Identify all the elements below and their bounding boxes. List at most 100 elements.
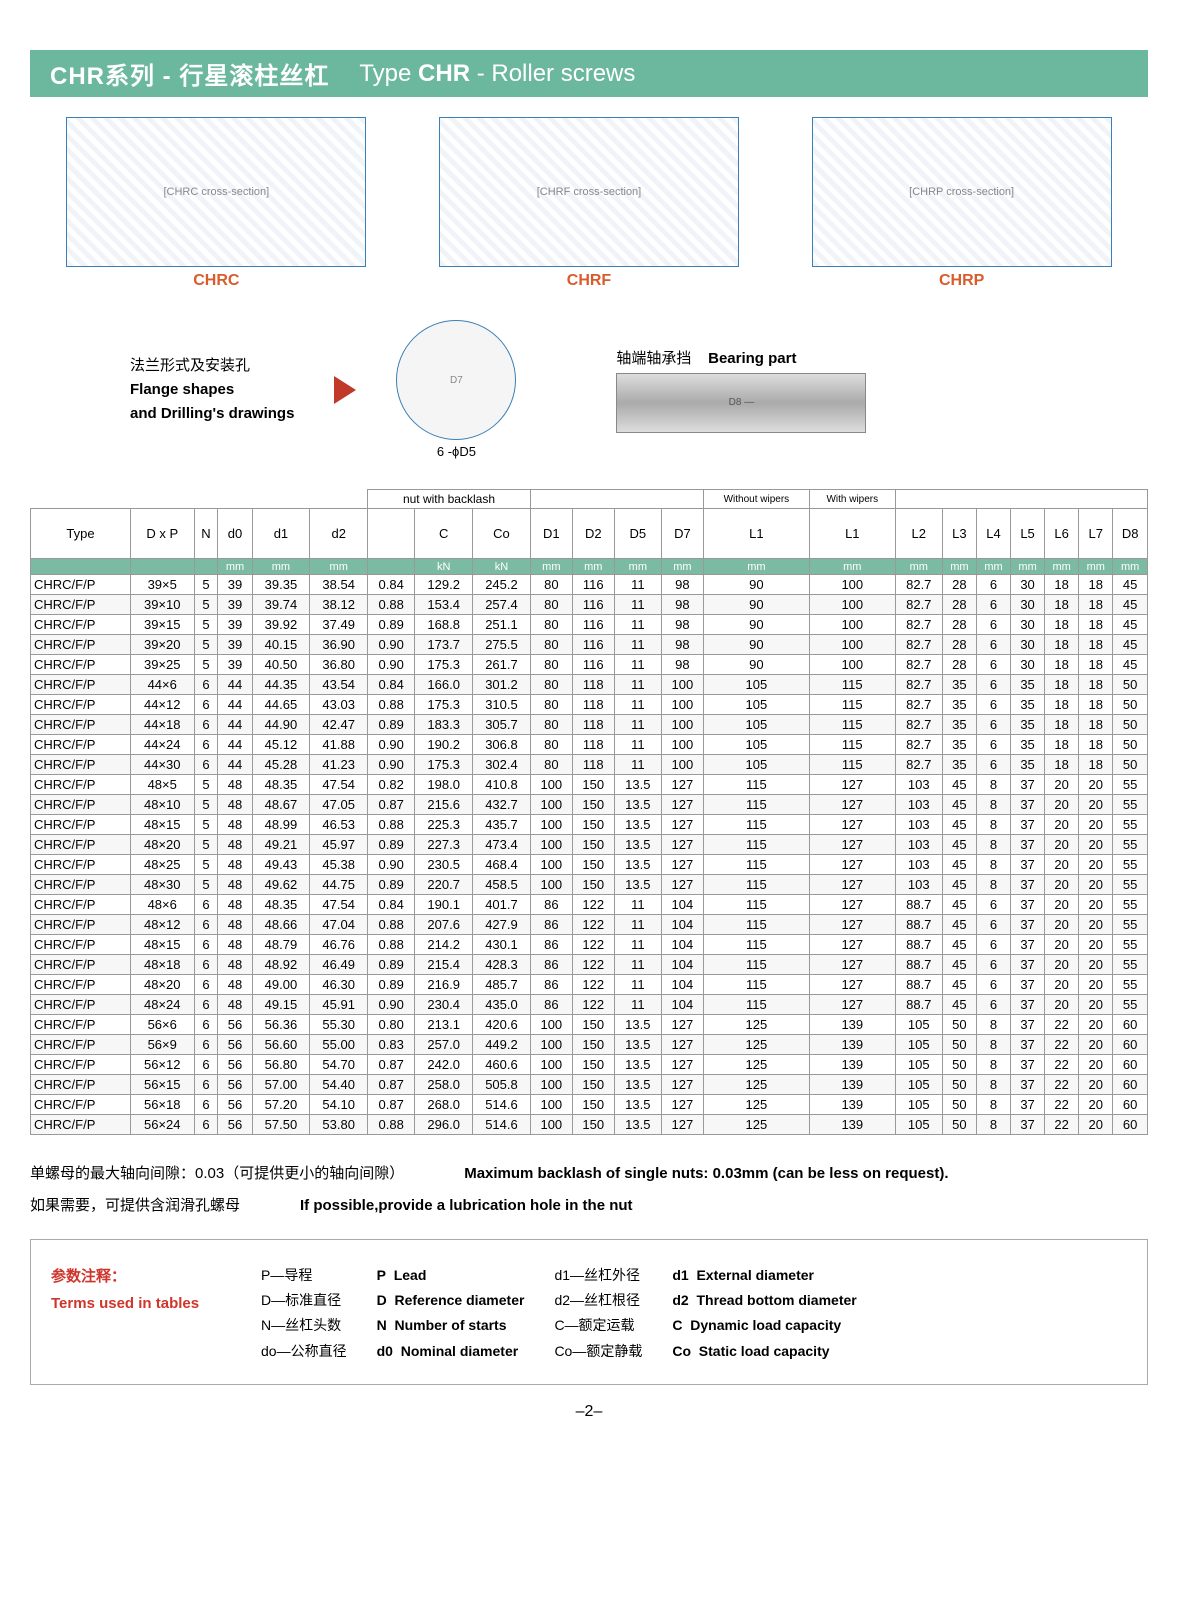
table-cell: 127 — [661, 875, 703, 895]
table-cell: 125 — [703, 1055, 809, 1075]
table-cell: 0.88 — [368, 695, 415, 715]
table-header-cell: D2 — [572, 509, 614, 559]
table-cell: 90 — [703, 655, 809, 675]
table-cell: 47.05 — [310, 795, 368, 815]
table-cell: 115 — [703, 775, 809, 795]
table-cell: 44 — [218, 675, 252, 695]
table-cell: 20 — [1079, 995, 1113, 1015]
table-cell: 20 — [1045, 915, 1079, 935]
table-cell: 50 — [1113, 675, 1148, 695]
table-cell: 115 — [703, 875, 809, 895]
table-cell: CHRC/F/P — [31, 915, 131, 935]
table-unit-cell: mm — [252, 559, 310, 575]
table-cell: 0.88 — [368, 1115, 415, 1135]
table-cell: 80 — [530, 675, 572, 695]
table-cell: 122 — [572, 975, 614, 995]
table-cell: CHRC/F/P — [31, 795, 131, 815]
table-cell: 56×9 — [130, 1035, 194, 1055]
table-cell: 127 — [809, 835, 895, 855]
table-cell: 13.5 — [614, 875, 661, 895]
table-cell: 35 — [1011, 675, 1045, 695]
table-cell: 48.66 — [252, 915, 310, 935]
table-cell: 20 — [1045, 855, 1079, 875]
table-cell: 86 — [530, 915, 572, 935]
table-cell: CHRC/F/P — [31, 735, 131, 755]
table-cell: 175.3 — [415, 655, 473, 675]
table-cell: 39×15 — [130, 615, 194, 635]
table-cell: 37 — [1011, 1055, 1045, 1075]
table-unit-cell: mm — [703, 559, 809, 575]
diagrams-row: [CHRC cross-section] CHRC [CHRF cross-se… — [30, 117, 1148, 290]
table-cell: 150 — [572, 1055, 614, 1075]
table-cell: CHRC/F/P — [31, 655, 131, 675]
table-cell: 48 — [218, 855, 252, 875]
table-cell: 11 — [614, 615, 661, 635]
table-cell: 173.7 — [415, 635, 473, 655]
table-cell: 28 — [942, 595, 976, 615]
table-cell: 127 — [809, 955, 895, 975]
table-cell: 100 — [530, 775, 572, 795]
table-cell: 0.89 — [368, 975, 415, 995]
table-cell: 0.84 — [368, 575, 415, 595]
table-cell: 45 — [942, 895, 976, 915]
table-header-cell — [368, 509, 415, 559]
table-cell: 48 — [218, 815, 252, 835]
table-cell: 251.1 — [473, 615, 531, 635]
table-header-cell: D5 — [614, 509, 661, 559]
table-cell: 88.7 — [895, 955, 942, 975]
table-cell: 20 — [1045, 775, 1079, 795]
table-cell: 127 — [661, 1075, 703, 1095]
table-cell: 45.12 — [252, 735, 310, 755]
table-cell: 6 — [194, 1055, 218, 1075]
table-cell: 55 — [1113, 975, 1148, 995]
table-cell: 6 — [976, 615, 1010, 635]
table-cell: 127 — [661, 855, 703, 875]
table-cell: 103 — [895, 775, 942, 795]
table-cell: 86 — [530, 935, 572, 955]
table-cell: 115 — [809, 735, 895, 755]
table-cell: 0.89 — [368, 835, 415, 855]
table-cell: 6 — [194, 895, 218, 915]
table-cell: CHRC/F/P — [31, 595, 131, 615]
table-cell: 50 — [1113, 695, 1148, 715]
table-cell: 214.2 — [415, 935, 473, 955]
table-cell: 46.49 — [310, 955, 368, 975]
table-cell: 6 — [194, 695, 218, 715]
table-cell: 30 — [1011, 655, 1045, 675]
table-cell: 458.5 — [473, 875, 531, 895]
table-cell: 37 — [1011, 975, 1045, 995]
table-cell: 11 — [614, 955, 661, 975]
table-cell: 35 — [942, 715, 976, 735]
table-cell: 18 — [1045, 715, 1079, 735]
terms-en-col1: P LeadD Reference diameterN Number of st… — [377, 1263, 525, 1364]
table-cell: 45 — [942, 835, 976, 855]
table-header-cell: d2 — [310, 509, 368, 559]
table-cell: 48×25 — [130, 855, 194, 875]
table-cell: 257.4 — [473, 595, 531, 615]
table-cell: 37 — [1011, 915, 1045, 935]
table-cell: 50 — [942, 1115, 976, 1135]
table-cell: 98 — [661, 655, 703, 675]
table-cell: 36.80 — [310, 655, 368, 675]
table-cell: 20 — [1045, 895, 1079, 915]
table-cell: 49.43 — [252, 855, 310, 875]
table-cell: 430.1 — [473, 935, 531, 955]
table-cell: 5 — [194, 615, 218, 635]
table-cell: 115 — [703, 895, 809, 915]
table-cell: 50 — [1113, 735, 1148, 755]
table-cell: 8 — [976, 815, 1010, 835]
table-unit-cell: mm — [530, 559, 572, 575]
table-cell: 227.3 — [415, 835, 473, 855]
table-cell: 39×5 — [130, 575, 194, 595]
table-cell: CHRC/F/P — [31, 855, 131, 875]
table-cell: 6 — [976, 675, 1010, 695]
table-cell: 100 — [530, 815, 572, 835]
table-cell: 5 — [194, 855, 218, 875]
table-cell: 6 — [194, 935, 218, 955]
table-cell: 220.7 — [415, 875, 473, 895]
terms-cn-col2: d1—丝杠外径d2—丝杠根径C—额定运载Co—额定静载 — [554, 1263, 642, 1364]
table-header-cell: Co — [473, 509, 531, 559]
table-row: CHRC/F/P48×2554849.4345.380.90230.5468.4… — [31, 855, 1148, 875]
table-cell: 20 — [1079, 1115, 1113, 1135]
table-cell: 115 — [809, 695, 895, 715]
